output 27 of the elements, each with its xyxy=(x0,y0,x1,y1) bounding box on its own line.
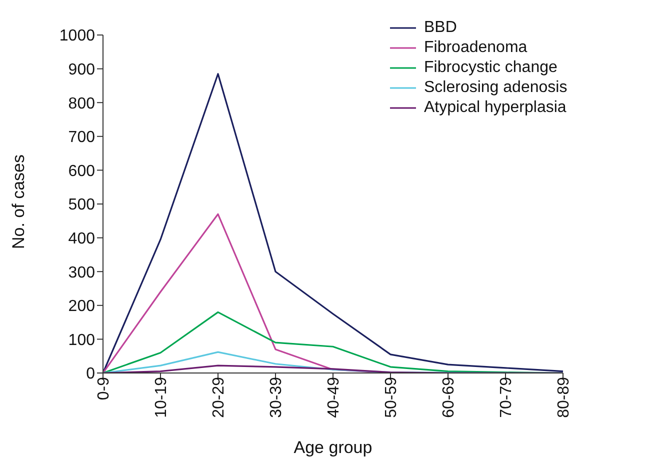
x-tick-label: 0-9 xyxy=(95,376,112,400)
x-tick-label: 40-49 xyxy=(325,376,342,418)
x-axis-title: Age group xyxy=(294,438,372,457)
x-tick-label: 70-79 xyxy=(498,376,515,418)
legend-label: BBD xyxy=(424,18,457,38)
x-tick-label: 20-29 xyxy=(210,376,228,418)
x-tick-label: 50-59 xyxy=(382,376,400,418)
legend-label: Atypical hyperplasia xyxy=(424,98,566,118)
y-tick-label: 1000 xyxy=(59,28,96,45)
y-tick-label: 700 xyxy=(68,129,96,146)
y-tick-label: 200 xyxy=(68,298,96,316)
x-tick-label: 10-19 xyxy=(152,376,170,418)
x-tick-label: 60-69 xyxy=(440,376,458,418)
y-tick-label: 100 xyxy=(68,332,96,349)
x-tick-label: 80-89 xyxy=(555,376,572,418)
y-tick-label: 600 xyxy=(68,162,96,180)
y-tick-label: 0 xyxy=(86,366,96,383)
y-tick-label: 500 xyxy=(68,196,96,214)
legend-label: Fibroadenoma xyxy=(424,38,528,58)
y-axis-title: No. of cases xyxy=(9,154,28,249)
y-tick-label: 900 xyxy=(68,61,96,78)
y-tick-label: 400 xyxy=(68,230,96,248)
y-tick-label: 300 xyxy=(68,264,96,282)
legend-label: Sclerosing adenosis xyxy=(424,78,568,98)
x-tick-label: 30-39 xyxy=(268,376,285,418)
y-tick-label: 800 xyxy=(68,95,96,112)
legend-label: Fibrocystic change xyxy=(424,58,558,78)
